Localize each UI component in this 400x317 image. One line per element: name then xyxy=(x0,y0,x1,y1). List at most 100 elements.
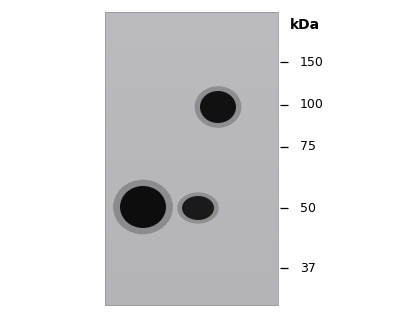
Bar xyxy=(105,141,278,144)
Bar xyxy=(105,50,278,54)
Bar xyxy=(105,29,278,33)
Bar xyxy=(105,12,278,305)
Bar xyxy=(105,284,278,288)
Bar xyxy=(105,188,278,191)
Bar xyxy=(105,264,278,268)
Bar xyxy=(105,261,278,264)
Bar xyxy=(105,114,278,118)
Bar xyxy=(105,118,278,121)
Bar xyxy=(105,246,278,250)
Bar xyxy=(105,65,278,68)
Bar xyxy=(105,258,278,262)
Bar xyxy=(105,220,278,223)
Bar xyxy=(105,138,278,141)
Bar xyxy=(105,281,278,285)
Bar xyxy=(105,33,278,36)
Bar xyxy=(105,197,278,200)
Bar xyxy=(105,21,278,24)
Text: kDa: kDa xyxy=(290,18,320,32)
Bar xyxy=(105,293,278,297)
Bar xyxy=(105,179,278,183)
Ellipse shape xyxy=(177,192,219,223)
Bar xyxy=(105,164,278,168)
Text: 37: 37 xyxy=(300,262,316,275)
Bar xyxy=(105,106,278,109)
Bar xyxy=(105,185,278,188)
Bar xyxy=(105,226,278,229)
Bar xyxy=(105,191,278,194)
Bar xyxy=(105,15,278,18)
Bar xyxy=(105,203,278,206)
Bar xyxy=(105,91,278,94)
Bar xyxy=(105,47,278,51)
Bar xyxy=(105,214,278,217)
Bar xyxy=(105,199,278,203)
Bar xyxy=(105,41,278,45)
Bar xyxy=(105,85,278,89)
Bar xyxy=(105,241,278,244)
Bar xyxy=(105,126,278,130)
Ellipse shape xyxy=(200,91,236,123)
Bar xyxy=(105,68,278,71)
Bar xyxy=(105,208,278,212)
Bar xyxy=(105,217,278,221)
Bar xyxy=(105,243,278,247)
Text: 150: 150 xyxy=(300,55,324,68)
Bar xyxy=(105,296,278,300)
Bar xyxy=(105,103,278,106)
Bar xyxy=(105,156,278,159)
Bar xyxy=(105,76,278,80)
Ellipse shape xyxy=(113,180,173,234)
Bar xyxy=(105,120,278,124)
Bar xyxy=(105,27,278,30)
Bar xyxy=(105,255,278,259)
Bar xyxy=(105,270,278,273)
Bar xyxy=(105,36,278,39)
Bar xyxy=(105,170,278,174)
Bar xyxy=(105,299,278,302)
Text: 50: 50 xyxy=(300,202,316,215)
Bar xyxy=(105,24,278,27)
Bar xyxy=(105,62,278,65)
Bar xyxy=(105,273,278,276)
Text: 75: 75 xyxy=(300,140,316,153)
Bar xyxy=(105,53,278,56)
Text: 100: 100 xyxy=(300,99,324,112)
Bar xyxy=(105,132,278,136)
Bar xyxy=(105,153,278,156)
Bar xyxy=(105,279,278,282)
Bar xyxy=(105,18,278,21)
Bar xyxy=(105,158,278,162)
Bar xyxy=(105,59,278,62)
Bar xyxy=(105,88,278,92)
Ellipse shape xyxy=(120,186,166,228)
Bar xyxy=(105,302,278,306)
Bar xyxy=(105,205,278,209)
Bar xyxy=(105,100,278,103)
Bar xyxy=(105,161,278,165)
Bar xyxy=(105,109,278,112)
Bar xyxy=(105,182,278,185)
Bar xyxy=(105,167,278,171)
Bar xyxy=(105,44,278,48)
Ellipse shape xyxy=(194,86,242,128)
Bar xyxy=(105,276,278,279)
Ellipse shape xyxy=(182,196,214,220)
Bar xyxy=(105,288,278,291)
Bar xyxy=(105,150,278,153)
Bar xyxy=(105,238,278,241)
Bar xyxy=(105,173,278,177)
Bar xyxy=(105,112,278,115)
Bar xyxy=(105,82,278,86)
Bar xyxy=(105,135,278,139)
Bar xyxy=(105,71,278,74)
Bar xyxy=(105,94,278,97)
Bar xyxy=(105,123,278,127)
Bar xyxy=(105,223,278,226)
Bar xyxy=(105,79,278,83)
Bar xyxy=(105,249,278,253)
Bar xyxy=(105,56,278,59)
Bar xyxy=(105,194,278,197)
Bar xyxy=(105,252,278,256)
Bar xyxy=(105,267,278,270)
